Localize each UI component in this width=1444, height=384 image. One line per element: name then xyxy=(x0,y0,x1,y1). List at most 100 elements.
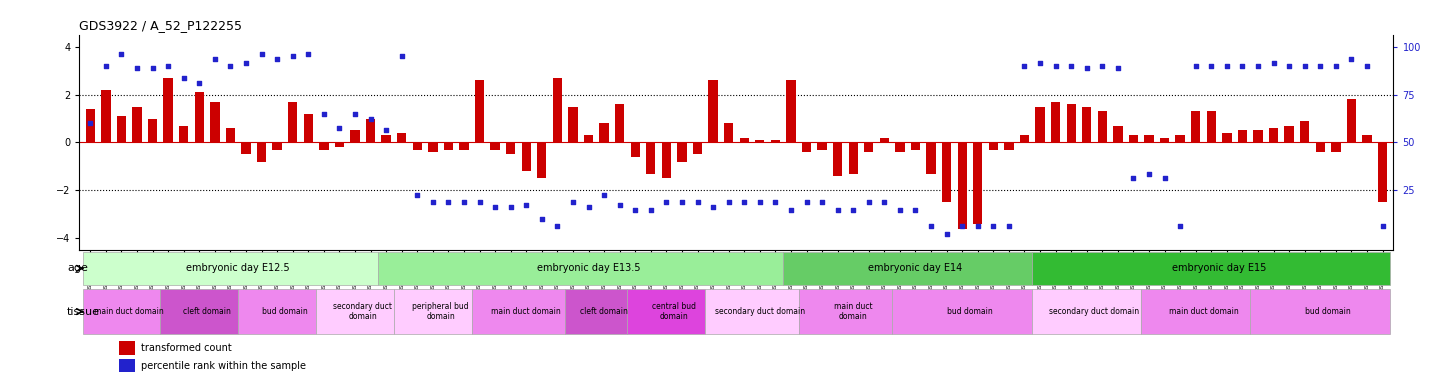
Bar xyxy=(973,142,982,224)
Bar xyxy=(1238,131,1248,142)
Bar xyxy=(1032,252,1391,285)
Bar xyxy=(319,142,329,150)
Bar xyxy=(553,78,562,142)
Point xyxy=(266,55,289,61)
Point xyxy=(1340,55,1363,61)
Point xyxy=(950,223,973,230)
Point xyxy=(1106,65,1129,71)
Bar xyxy=(335,142,344,147)
Point xyxy=(360,116,383,122)
Bar xyxy=(755,140,764,142)
Point xyxy=(966,223,989,230)
Bar xyxy=(941,142,952,202)
Bar xyxy=(1253,131,1262,142)
Bar xyxy=(82,289,160,334)
Bar xyxy=(783,252,1032,285)
Bar xyxy=(583,135,593,142)
Bar xyxy=(397,133,406,142)
Bar xyxy=(1035,106,1044,142)
Point xyxy=(1324,63,1347,69)
Bar xyxy=(787,80,796,142)
Bar xyxy=(413,142,422,150)
Bar xyxy=(133,106,142,142)
Point xyxy=(998,223,1021,230)
Point xyxy=(234,60,257,66)
Bar xyxy=(179,126,188,142)
Point xyxy=(142,65,165,71)
Point xyxy=(670,199,693,205)
Bar xyxy=(238,289,316,334)
Point xyxy=(1168,223,1191,230)
Bar xyxy=(257,142,266,162)
Bar xyxy=(892,289,1032,334)
Bar xyxy=(849,142,858,174)
Point xyxy=(654,199,677,205)
Bar xyxy=(1004,142,1014,150)
Point xyxy=(1184,63,1207,69)
Bar xyxy=(394,289,472,334)
Bar xyxy=(381,135,391,142)
Point xyxy=(888,207,911,213)
Bar xyxy=(1251,289,1391,334)
Point xyxy=(1138,170,1161,177)
Point xyxy=(514,202,537,208)
Point xyxy=(219,63,243,69)
Text: main duct domain: main duct domain xyxy=(1168,307,1239,316)
Bar xyxy=(82,252,378,285)
Point xyxy=(422,199,445,205)
Bar xyxy=(1300,121,1310,142)
Point xyxy=(748,199,771,205)
Point xyxy=(1308,63,1331,69)
Text: embryonic day E12.5: embryonic day E12.5 xyxy=(186,263,290,273)
Bar xyxy=(895,142,904,152)
Point xyxy=(1262,60,1285,66)
Bar xyxy=(429,142,438,152)
Bar xyxy=(101,90,111,142)
Bar xyxy=(911,142,920,150)
Point xyxy=(686,199,709,205)
Bar xyxy=(833,142,842,176)
Text: GDS3922 / A_52_P122255: GDS3922 / A_52_P122255 xyxy=(79,19,243,32)
Bar xyxy=(565,289,628,334)
Point xyxy=(1294,63,1317,69)
Bar xyxy=(693,142,702,154)
Bar xyxy=(118,359,134,372)
Bar xyxy=(378,252,783,285)
Point xyxy=(344,111,367,117)
Text: bud domain: bud domain xyxy=(261,307,308,316)
Bar xyxy=(1019,135,1030,142)
Bar xyxy=(351,131,360,142)
Point xyxy=(810,199,833,205)
Bar xyxy=(211,102,219,142)
Point xyxy=(1028,60,1051,66)
Text: main duct
domain: main duct domain xyxy=(833,302,872,321)
Bar xyxy=(927,142,936,174)
Point xyxy=(982,223,1005,230)
Bar xyxy=(661,142,671,179)
Point xyxy=(1012,63,1035,69)
Point xyxy=(1278,63,1301,69)
Point xyxy=(282,53,305,59)
Bar xyxy=(459,142,469,150)
Point xyxy=(1060,63,1083,69)
Point xyxy=(1230,63,1253,69)
Bar xyxy=(864,142,874,152)
Point xyxy=(126,65,149,71)
Bar xyxy=(241,142,251,154)
Point xyxy=(796,199,819,205)
Text: percentile rank within the sample: percentile rank within the sample xyxy=(142,361,306,371)
Bar xyxy=(677,142,686,162)
Point xyxy=(188,79,211,86)
Bar xyxy=(505,142,516,154)
Bar xyxy=(521,142,531,171)
Text: transformed count: transformed count xyxy=(142,343,232,353)
Text: main duct domain: main duct domain xyxy=(491,307,562,316)
Bar xyxy=(645,142,656,174)
Point xyxy=(1370,223,1393,230)
Point xyxy=(640,207,663,213)
Text: embryonic day E15: embryonic day E15 xyxy=(1173,263,1266,273)
Bar xyxy=(801,142,812,152)
Text: secondary duct domain: secondary duct domain xyxy=(715,307,804,316)
Point xyxy=(780,207,803,213)
Bar xyxy=(1113,126,1122,142)
